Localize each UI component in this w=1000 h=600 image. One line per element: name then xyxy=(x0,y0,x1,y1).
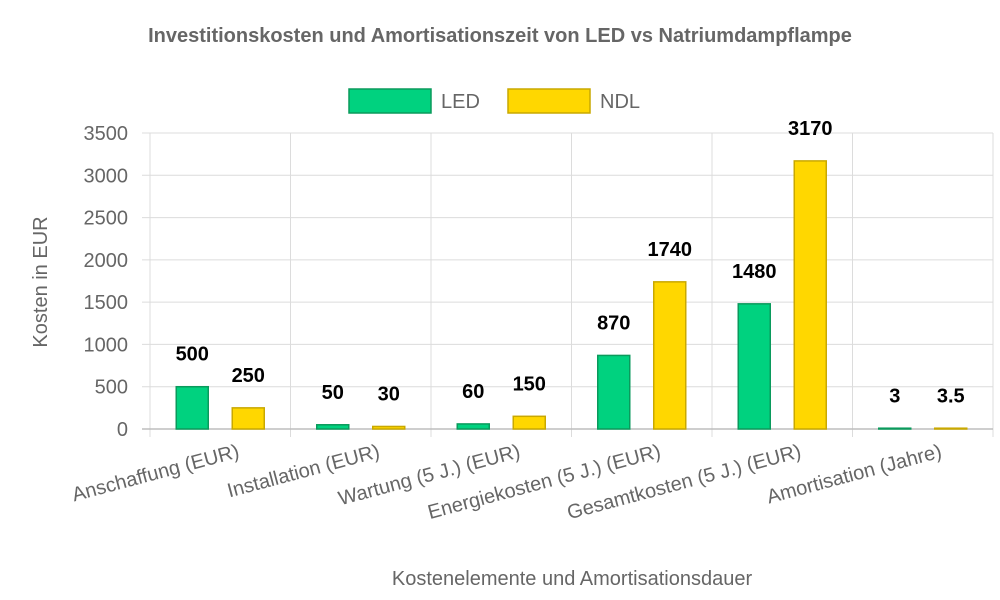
y-tick-label: 2500 xyxy=(84,208,129,230)
data-label: 3170 xyxy=(788,118,833,140)
data-label: 30 xyxy=(378,383,400,405)
data-label: 3 xyxy=(889,386,900,408)
bar-led xyxy=(175,385,209,430)
data-label: 50 xyxy=(322,382,344,404)
y-tick-label: 3500 xyxy=(84,123,129,145)
bar-led xyxy=(456,423,490,430)
x-tick-label: Anschaffung (EUR) xyxy=(70,441,242,507)
data-labels: 500 50 60 870 1480 3 250 30 150 1740 3170 3.5 xyxy=(176,118,965,408)
bar-ndl xyxy=(653,281,687,430)
bars xyxy=(175,160,968,430)
legend-label-led: LED xyxy=(441,91,480,113)
bar-led xyxy=(316,424,350,430)
legend: LED NDL xyxy=(348,88,640,114)
bar-ndl xyxy=(793,160,827,430)
legend-label-ndl: NDL xyxy=(600,91,640,113)
x-tick-label: Energiekosten (5 J.) (EUR) xyxy=(425,441,663,524)
grid xyxy=(142,132,994,437)
data-label: 250 xyxy=(232,365,265,387)
y-axis-title: Kosten in EUR xyxy=(30,216,52,347)
bar-led xyxy=(878,427,912,430)
data-label: 870 xyxy=(597,312,630,334)
legend-swatch-ndl xyxy=(507,88,591,114)
x-axis-title: Kostenelemente und Amortisationsdauer xyxy=(392,568,753,590)
bar-ndl xyxy=(934,427,968,430)
bar-led xyxy=(597,354,631,430)
data-label: 500 xyxy=(176,344,209,366)
bar-ndl xyxy=(512,415,546,430)
legend-swatch-led xyxy=(348,88,432,114)
data-label: 1480 xyxy=(732,261,777,283)
y-tick-label: 1000 xyxy=(84,334,129,356)
chart-title: Investitionskosten und Amortisationszeit… xyxy=(148,25,852,47)
y-tick-label: 500 xyxy=(95,377,128,399)
y-tick-label: 2000 xyxy=(84,250,129,272)
data-label: 3.5 xyxy=(937,386,965,408)
y-tick-label: 1500 xyxy=(84,292,129,314)
bar-ndl xyxy=(231,407,265,430)
data-label: 60 xyxy=(462,381,484,403)
data-label: 150 xyxy=(513,373,546,395)
data-label: 1740 xyxy=(648,239,693,261)
x-tick-label: Gesamtkosten (5 J.) (EUR) xyxy=(565,441,804,525)
bar-ndl xyxy=(372,425,406,430)
bar-led xyxy=(737,303,771,430)
y-tick-label: 3000 xyxy=(84,165,129,187)
y-tick-label: 0 xyxy=(117,419,128,441)
